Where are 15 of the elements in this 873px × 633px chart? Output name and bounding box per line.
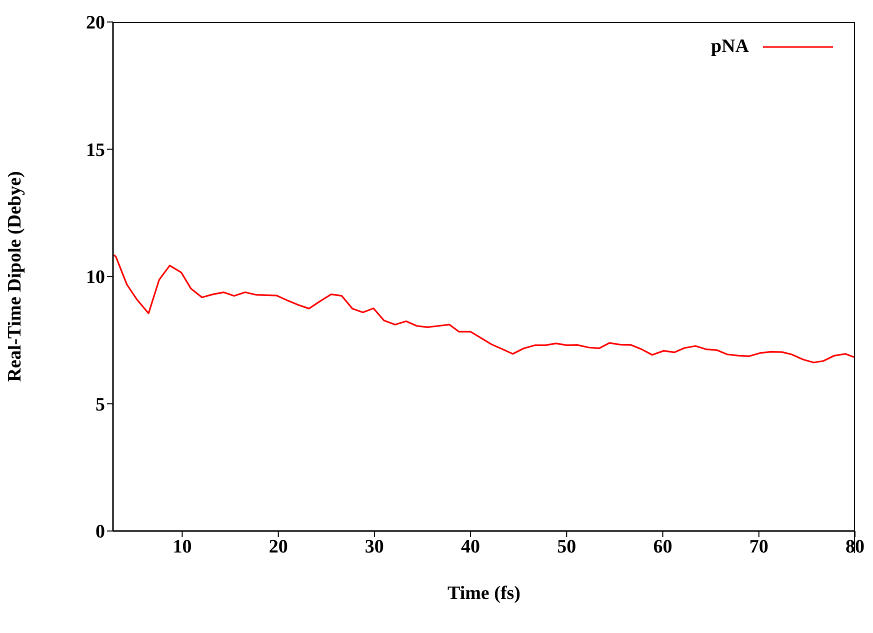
- y-tick-label: 0: [96, 522, 105, 543]
- x-tick-label: 70: [749, 536, 768, 558]
- y-tick-label: 5: [96, 394, 105, 416]
- x-tick-label: 40: [461, 536, 480, 558]
- x-tick-label: 20: [268, 536, 288, 558]
- line-series: [113, 254, 855, 364]
- legend-label: pNA: [710, 36, 749, 58]
- x-tick-label: 60: [653, 536, 672, 558]
- y-tick-label: 10: [86, 267, 105, 288]
- x-tick-label: 50: [557, 536, 576, 558]
- x-tick-label: 10: [172, 536, 192, 558]
- x-tick-label: 30: [364, 536, 384, 558]
- y-tick-label: 20: [86, 12, 105, 34]
- y-tick-label: 15: [86, 140, 105, 161]
- x-axis-title: Time (fs): [448, 583, 520, 604]
